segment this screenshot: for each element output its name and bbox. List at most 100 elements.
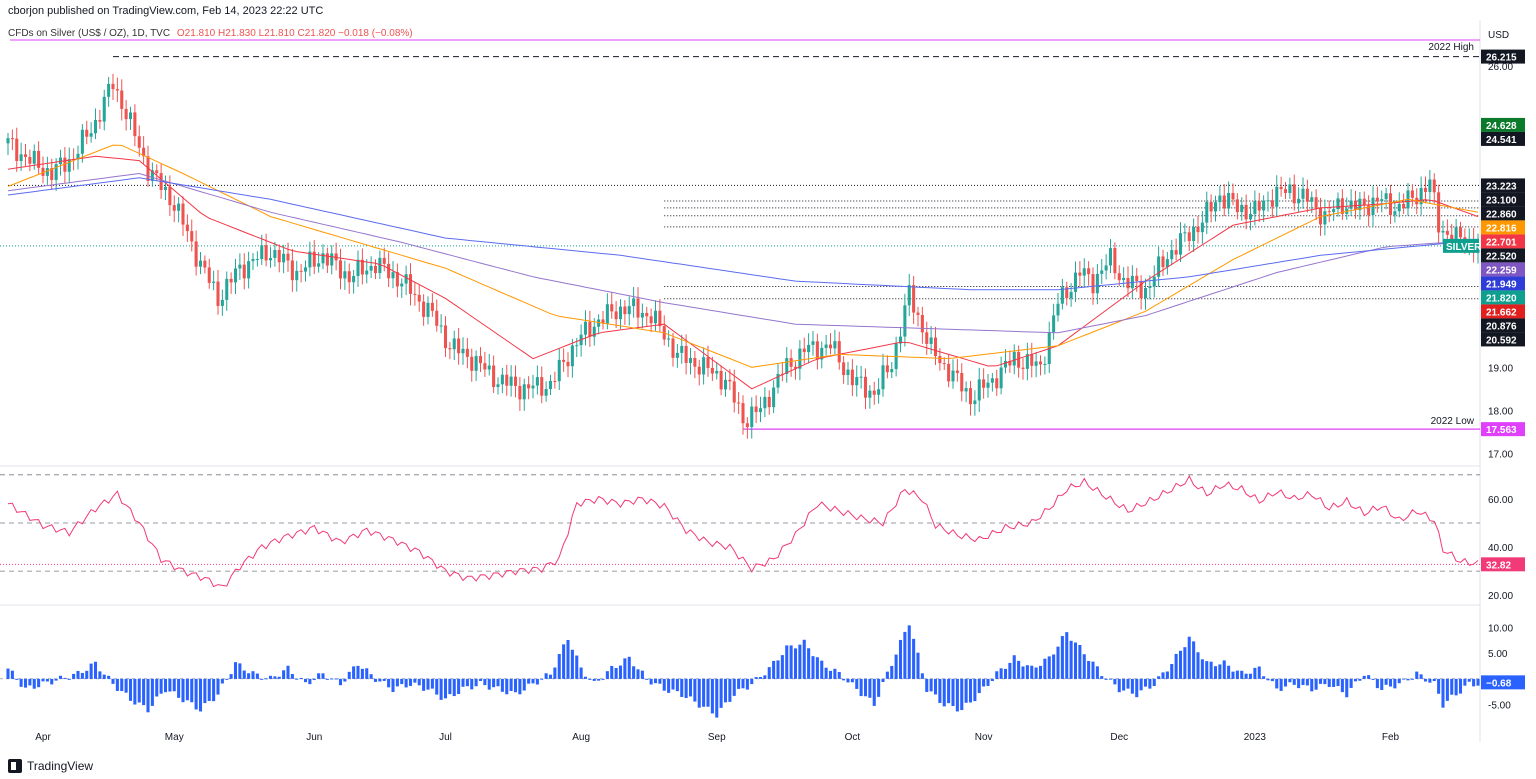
candle-body bbox=[544, 389, 548, 396]
osc-bar bbox=[903, 631, 907, 679]
osc-bar bbox=[1332, 678, 1336, 687]
osc-bar bbox=[610, 665, 614, 679]
osc-bar bbox=[732, 678, 736, 696]
osc-bar bbox=[102, 674, 106, 679]
candle-body bbox=[190, 231, 194, 242]
osc-bar bbox=[435, 678, 439, 695]
candle-body bbox=[133, 112, 137, 137]
price-tag-bg bbox=[1481, 206, 1525, 221]
candle-body bbox=[553, 380, 557, 382]
candle-body bbox=[198, 260, 203, 267]
osc-bar bbox=[863, 678, 868, 697]
candle-body bbox=[793, 366, 798, 369]
osc-bar bbox=[697, 678, 701, 708]
osc-bar bbox=[277, 676, 281, 679]
candle-body bbox=[500, 374, 504, 385]
price-tag: 22.816 bbox=[1486, 223, 1517, 234]
candle-body bbox=[1038, 361, 1043, 365]
osc-bar bbox=[684, 678, 688, 699]
candle-body bbox=[758, 408, 763, 413]
candle-body bbox=[181, 203, 185, 225]
osc-bar bbox=[1292, 678, 1296, 685]
candle-body bbox=[273, 250, 277, 258]
osc-tick-label: 10.00 bbox=[1488, 623, 1513, 634]
candle-body bbox=[850, 369, 854, 386]
osc-bar bbox=[10, 670, 14, 679]
osc-bar bbox=[1279, 678, 1283, 691]
candle-body bbox=[627, 306, 631, 315]
osc-bar bbox=[1192, 641, 1196, 679]
osc-bar bbox=[1253, 667, 1257, 679]
osc-bar bbox=[203, 678, 207, 704]
publisher-line: cborjon published on TradingView.com, Fe… bbox=[8, 5, 324, 17]
osc-bar bbox=[1472, 678, 1476, 687]
candle-body bbox=[325, 253, 329, 266]
osc-bar bbox=[623, 658, 627, 679]
osc-bar bbox=[960, 678, 964, 711]
osc-bar bbox=[1349, 678, 1353, 688]
candle-body bbox=[653, 310, 658, 324]
candle-body bbox=[1454, 227, 1458, 245]
candle-body bbox=[951, 370, 955, 382]
candle-body bbox=[920, 314, 924, 333]
price-tag: 17.563 bbox=[1486, 425, 1517, 436]
osc-bar bbox=[1415, 671, 1419, 679]
osc-bar bbox=[260, 678, 264, 680]
osc-bar bbox=[597, 678, 601, 681]
price-levels: 2022 High 2022 Low bbox=[0, 39, 1480, 430]
osc-bar bbox=[308, 678, 312, 685]
candle-body bbox=[303, 267, 308, 272]
osc-bar bbox=[754, 677, 758, 679]
candle-body bbox=[1275, 186, 1279, 207]
candle-body bbox=[645, 312, 649, 317]
osc-bar bbox=[632, 666, 636, 679]
osc-bar bbox=[719, 678, 723, 708]
candle-body bbox=[251, 259, 255, 262]
candle-body bbox=[1349, 200, 1353, 209]
candle-body bbox=[155, 170, 159, 174]
candle-body bbox=[487, 365, 491, 370]
candle-body bbox=[548, 380, 553, 390]
x-tick-label: May bbox=[165, 732, 184, 743]
osc-bar bbox=[111, 678, 115, 684]
candle-body bbox=[1148, 286, 1152, 288]
candle-body bbox=[89, 133, 93, 137]
candle-body bbox=[37, 150, 41, 168]
osc-bar bbox=[658, 678, 662, 684]
osc-bar bbox=[881, 678, 885, 682]
candle-body bbox=[1437, 192, 1441, 233]
candle-body bbox=[378, 257, 382, 274]
candle-body bbox=[968, 388, 973, 405]
candle-body bbox=[737, 402, 741, 404]
rsi-line bbox=[7, 474, 1479, 588]
osc-bar bbox=[1104, 678, 1108, 680]
candle-body bbox=[225, 278, 229, 300]
candle-body bbox=[1113, 248, 1117, 274]
chart-canvas[interactable]: 2022 High 2022 Low Apr May Jun Jul Aug Sep Oct N… bbox=[0, 0, 1536, 760]
candle-body bbox=[317, 263, 321, 267]
candle-body bbox=[557, 359, 561, 382]
price-tick-label: 18.00 bbox=[1488, 406, 1513, 417]
ma-line bbox=[7, 155, 1479, 390]
candle-body bbox=[710, 367, 714, 374]
candle-body bbox=[640, 312, 644, 318]
low-2022-label: 2022 Low bbox=[1431, 416, 1475, 427]
candle-body bbox=[369, 265, 373, 271]
x-tick-label: Jul bbox=[439, 732, 452, 743]
candle-body bbox=[338, 260, 343, 279]
candle-body bbox=[50, 168, 54, 181]
osc-bar bbox=[763, 675, 767, 679]
osc-bar bbox=[1069, 640, 1073, 679]
candle-body bbox=[76, 153, 80, 160]
candle-body bbox=[1165, 259, 1169, 268]
candle-body bbox=[408, 274, 413, 294]
candle-body bbox=[754, 406, 758, 413]
x-tick-label: Nov bbox=[975, 732, 993, 743]
osc-bar bbox=[811, 656, 815, 679]
x-tick-label: Dec bbox=[1110, 732, 1128, 743]
osc-bar bbox=[1371, 678, 1375, 680]
candle-body bbox=[885, 365, 889, 373]
osc-bar bbox=[767, 667, 771, 679]
candle-body bbox=[28, 156, 32, 164]
osc-bar bbox=[1340, 678, 1344, 693]
